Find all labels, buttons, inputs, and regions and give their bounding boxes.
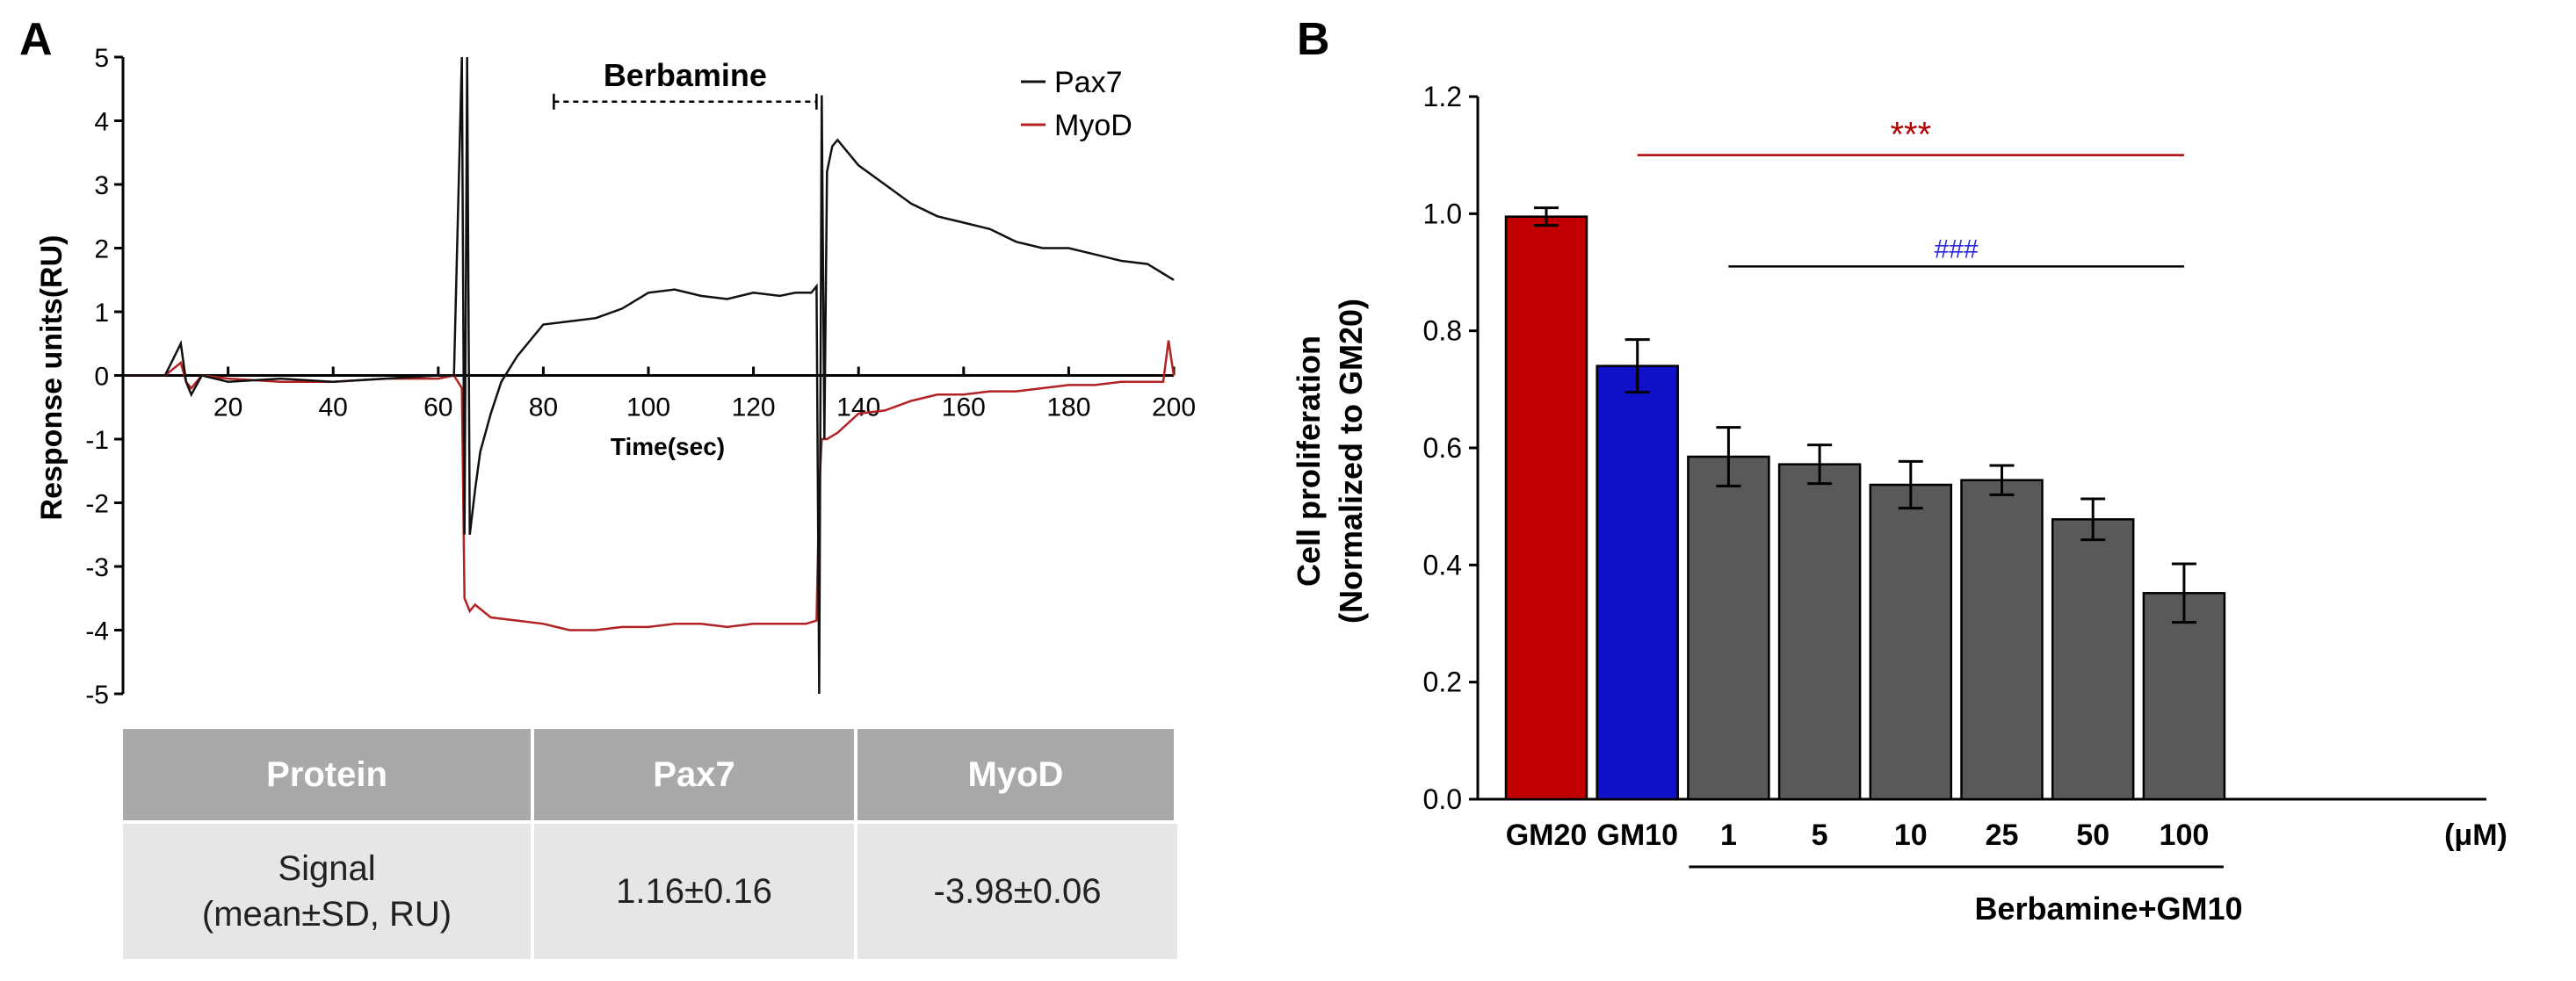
a-y-tick-label: -2 — [85, 490, 109, 519]
b-y-tick-label: 0.8 — [1423, 315, 1462, 347]
b-x-tick-label-1: 1 — [1720, 819, 1737, 852]
table-row-label: Signal (mean±SD, RU) — [123, 824, 534, 959]
a-x-tick-label: 160 — [942, 393, 986, 422]
bar-10 — [1869, 483, 1953, 801]
b-y-tick-label: 0.0 — [1423, 783, 1462, 815]
table-row-label-line1: Signal — [278, 849, 376, 888]
b-y-tick-label: 1.0 — [1423, 198, 1462, 229]
a-x-tick-label: 120 — [732, 393, 776, 422]
a-y-tick-label: -3 — [85, 553, 109, 582]
panel-a-label: A — [19, 14, 53, 65]
a-y-tick-label: 1 — [94, 299, 109, 328]
b-x-tick-label-50: 50 — [2076, 819, 2109, 852]
b-y-tick-label: 0.2 — [1423, 667, 1462, 698]
a-y-tick-label: 3 — [94, 171, 109, 200]
table-cell-pax7: 1.16±0.16 — [534, 824, 857, 959]
bar-100 — [2142, 592, 2226, 801]
a-x-tick-label: 20 — [213, 393, 242, 422]
panel-b-label: B — [1297, 14, 1330, 65]
a-x-tick-label: 200 — [1152, 393, 1196, 422]
concentration-unit: (μM) — [2444, 819, 2507, 852]
panel-a-line-chart: A -5 -4 -3 -2 -1 0 1 2 3 4 5 20 40 60 80 100 120 140 160 1… — [19, 14, 1196, 710]
legend-pax7-label: Pax7 — [1054, 66, 1123, 99]
bar-GM10 — [1596, 364, 1679, 801]
pax7-series-line — [123, 56, 1175, 695]
a-x-tick-label: 40 — [319, 393, 348, 422]
b-y-axis-label-line1: Cell proliferation — [1291, 335, 1327, 587]
legend-myod-label: MyoD — [1054, 109, 1132, 142]
a-x-tick-label: 180 — [1046, 393, 1090, 422]
a-y-tick-label: -5 — [85, 681, 109, 710]
b-y-axis-label-line2: (Normalized to GM20) — [1333, 299, 1369, 624]
b-y-tick-label: 0.4 — [1423, 549, 1462, 581]
a-y-axis-label: Response units(RU) — [35, 235, 69, 521]
b-significance: *** ### — [1637, 116, 2184, 268]
b-y-ticks: 0.0 0.2 0.4 0.6 0.8 1.0 1.2 — [1423, 81, 1478, 815]
a-x-tick-label: 140 — [836, 393, 880, 422]
table-cell-myod: -3.98±0.06 — [857, 824, 1177, 959]
table-header-myod: MyoD — [857, 729, 1177, 820]
a-x-axis-label: Time(sec) — [611, 433, 725, 460]
significance-label-1: ### — [1935, 234, 1979, 263]
myod-series-line — [123, 340, 1176, 631]
a-y-tick-label: 4 — [94, 108, 109, 137]
table-header-pax7: Pax7 — [534, 729, 857, 820]
signal-table: Protein Pax7 MyoD Signal (mean±SD, RU) 1… — [123, 729, 1177, 959]
a-x-tick-label: 100 — [626, 393, 670, 422]
a-y-tick-label: -4 — [85, 617, 109, 646]
a-y-ticks: -5 -4 -3 -2 -1 0 1 2 3 4 5 — [85, 44, 123, 710]
panel-b-bar-chart: B 0.0 0.2 0.4 0.6 0.8 1.0 1.2 Cell proliferati… — [1291, 14, 2507, 927]
a-x-tick-label: 60 — [423, 393, 452, 422]
a-y-tick-label: 2 — [94, 235, 109, 264]
b-x-group-label: Berbamine+GM10 — [1974, 891, 2242, 927]
a-y-tick-label: -1 — [85, 426, 109, 455]
b-x-tick-label-100: 100 — [2160, 819, 2210, 852]
bar-50 — [2051, 518, 2135, 801]
table-header-protein: Protein — [123, 729, 534, 820]
b-x-tick-label-10: 10 — [1894, 819, 1928, 852]
b-x-tick-label-25: 25 — [1986, 819, 2019, 852]
b-x-tick-label-GM10: GM10 — [1596, 819, 1678, 852]
a-y-tick-label: 0 — [94, 363, 109, 392]
a-x-ticks: 20 40 60 80 100 120 140 160 180 200 — [213, 366, 1196, 422]
b-x-tick-label-5: 5 — [1812, 819, 1828, 852]
b-y-tick-label: 0.6 — [1423, 432, 1462, 464]
b-bars: GM20 GM10 1 5 10 25 50 100 — [1504, 206, 2226, 852]
bar-1 — [1687, 455, 1770, 801]
bar-25 — [1960, 479, 2044, 801]
berbamine-annotation: Berbamine — [604, 57, 767, 93]
significance-label-0: *** — [1890, 116, 1931, 155]
a-x-tick-label: 80 — [529, 393, 558, 422]
b-y-tick-label: 1.2 — [1423, 81, 1462, 112]
a-y-tick-label: 5 — [94, 44, 109, 73]
table-row-label-line2: (mean±SD, RU) — [201, 895, 452, 934]
b-x-tick-label-GM20: GM20 — [1506, 819, 1588, 852]
bar-5 — [1777, 463, 1862, 801]
bar-GM20 — [1504, 215, 1588, 801]
